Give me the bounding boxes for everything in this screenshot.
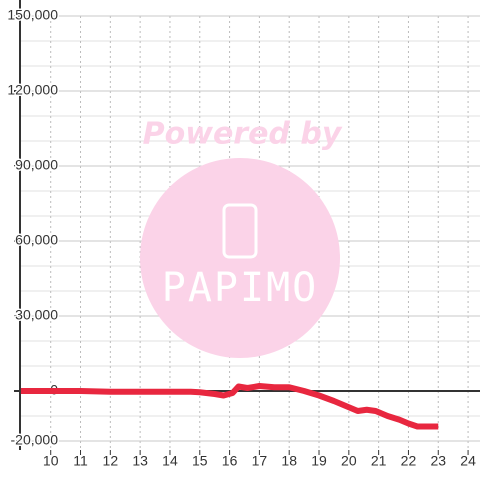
y-tick-label: 150,000	[7, 7, 58, 23]
y-tick-label: 120,000	[7, 82, 58, 98]
x-tick-label: 20	[341, 453, 357, 469]
watermark: Powered by PAPIMO	[140, 117, 343, 358]
x-tick-label: 18	[281, 453, 297, 469]
y-tick-label: -20,000	[11, 432, 59, 448]
line-series	[20, 383, 439, 430]
x-tick-label: 19	[311, 453, 327, 469]
plot: -20,000030,00060,00090,000120,000150,000…	[6, 0, 480, 469]
watermark-text: Powered by	[143, 117, 343, 152]
x-tick-label: 16	[222, 453, 238, 469]
x-tick-label: 14	[162, 453, 178, 469]
x-tick-label: 13	[132, 453, 148, 469]
x-tick-label: 12	[103, 453, 119, 469]
x-tick-label: 11	[73, 453, 88, 469]
x-tick-label: 17	[252, 453, 268, 469]
x-tick-label: 22	[401, 453, 417, 469]
x-tick-label: 10	[43, 453, 59, 469]
watermark-phone	[222, 203, 258, 259]
x-tick-label: 24	[460, 453, 476, 469]
y-tick-label: 90,000	[15, 157, 58, 173]
x-tick-label: 21	[371, 453, 387, 469]
x-tick-label: 15	[192, 453, 208, 469]
x-tick-label: 23	[430, 453, 446, 469]
y-tick-label: 60,000	[15, 232, 58, 248]
watermark-logo: PAPIMO	[162, 265, 319, 311]
y-tick-label: 30,000	[15, 307, 58, 323]
